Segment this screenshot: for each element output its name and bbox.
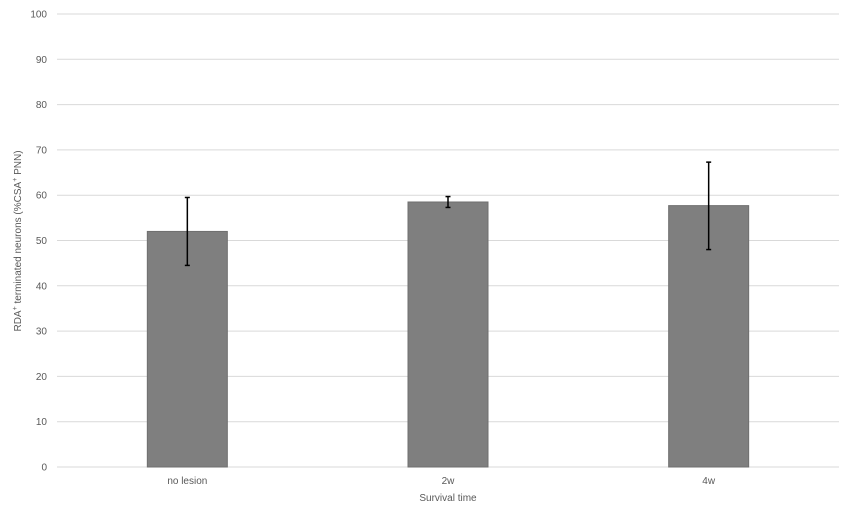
- error-bars: [184, 161, 712, 267]
- y-axis-title-sup1: +: [12, 306, 19, 310]
- error-bar-no-lesion: [184, 196, 190, 267]
- y-axis-title-part2: terminated neurons (%CSA: [13, 181, 24, 306]
- error-bar-4w: [706, 161, 712, 251]
- y-tick-label-40: 40: [36, 281, 48, 292]
- y-tick-label-80: 80: [36, 100, 48, 111]
- y-tick-label-70: 70: [36, 145, 48, 156]
- x-axis-tick-labels: no lesion 2w 4w: [167, 476, 716, 487]
- x-tick-label-2w: 2w: [442, 476, 456, 487]
- bar-no-lesion: [146, 230, 228, 468]
- x-tick-label-4w: 4w: [702, 476, 716, 487]
- y-tick-label-90: 90: [36, 55, 48, 66]
- y-tick-label-10: 10: [36, 417, 48, 428]
- x-tick-label-no-lesion: no lesion: [167, 476, 207, 487]
- y-tick-label-60: 60: [36, 191, 48, 202]
- y-axis-title-part3: PNN): [13, 150, 24, 177]
- y-axis-tick-labels: 0 10 20 30 40 50 60 70 80 90 100: [30, 10, 47, 474]
- y-tick-label-100: 100: [30, 10, 47, 21]
- bars: [146, 201, 750, 468]
- x-axis-title: Survival time: [419, 493, 477, 504]
- y-tick-label-20: 20: [36, 372, 48, 383]
- y-tick-label-30: 30: [36, 327, 48, 338]
- y-tick-label-50: 50: [36, 236, 48, 247]
- y-axis-title-sup2: +: [12, 178, 19, 182]
- bar-2w: [407, 201, 489, 468]
- y-tick-label-0: 0: [41, 463, 47, 474]
- y-axis-title-part1: RDA: [13, 310, 24, 331]
- error-bar-2w: [445, 195, 451, 209]
- y-axis-title: RDA+ terminated neurons (%CSA+ PNN): [12, 150, 24, 331]
